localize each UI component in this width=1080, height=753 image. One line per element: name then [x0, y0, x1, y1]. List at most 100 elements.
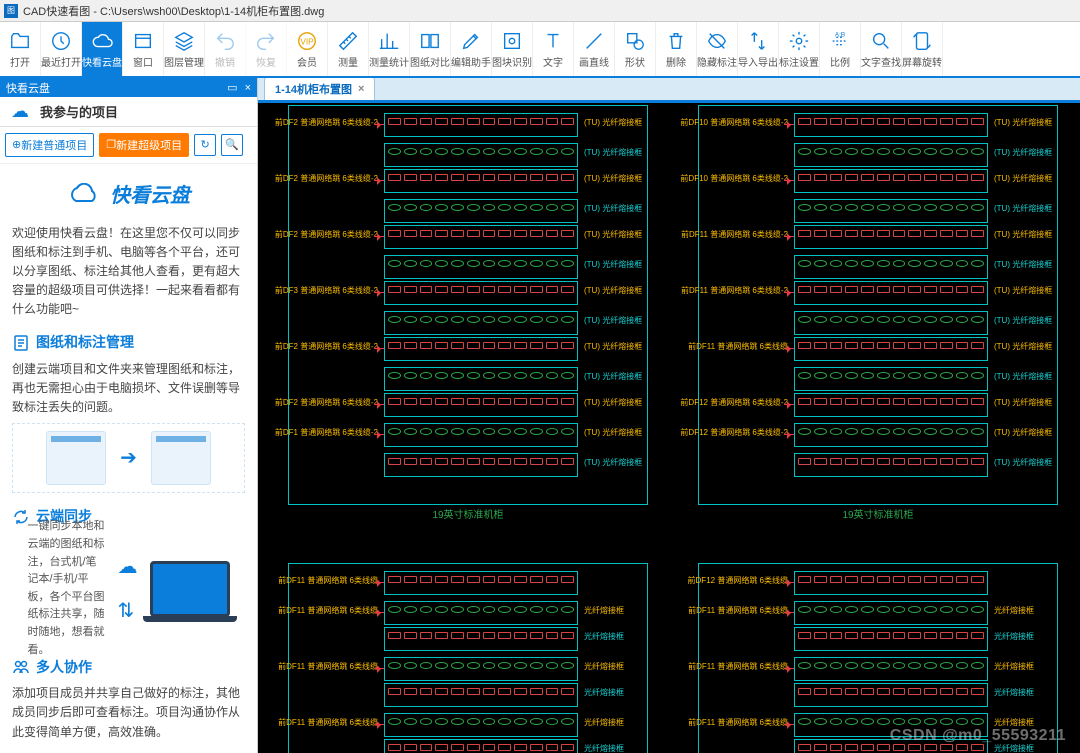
- unit-box: [794, 281, 988, 305]
- unit-box: [384, 423, 578, 447]
- toolbar-label: 画直线: [579, 54, 609, 69]
- toolbar-label: 恢复: [256, 54, 276, 69]
- toolbar-measure[interactable]: 测量: [328, 22, 369, 76]
- unit-box: [794, 225, 988, 249]
- edit-helper-icon: [460, 30, 482, 52]
- toolbar-vip[interactable]: VIP会员: [287, 22, 328, 76]
- illus-card: [151, 431, 211, 485]
- search-button[interactable]: 🔍: [221, 134, 243, 156]
- toolbar-text-search[interactable]: 文字查找: [861, 22, 902, 76]
- rack-unit: 前DF11 普通网络跳 6类线缆-2(TU) 光纤熔接框: [794, 281, 988, 305]
- refresh-button[interactable]: ↻: [194, 134, 216, 156]
- toolbar-open[interactable]: 打开: [0, 22, 41, 76]
- new-normal-project-button[interactable]: ⊕ 新建普通项目: [5, 133, 94, 157]
- unit-box: [794, 199, 988, 223]
- toolbar-ocr[interactable]: 图块识别: [492, 22, 533, 76]
- toolbar-label: 窗口: [133, 54, 153, 69]
- rack-unit: 前DF2 普通网络跳 6类线缆-2(TU) 光纤熔接框: [384, 113, 578, 137]
- compare-icon: [419, 30, 441, 52]
- rack-unit: 光纤熔接框: [384, 683, 578, 707]
- unit-box: [794, 337, 988, 361]
- arrow-icon: [784, 724, 794, 725]
- arrow-icon: [374, 724, 384, 725]
- hero-title: 快看云盘: [110, 185, 190, 207]
- ports-row: [798, 688, 984, 695]
- sidebar-pin-icon[interactable]: ▭: [227, 82, 237, 94]
- unit-box: [384, 337, 578, 361]
- ports-row: [388, 174, 574, 181]
- toolbar-label: 屏幕旋转: [902, 54, 942, 69]
- ports-row: [388, 428, 574, 435]
- arrow-icon: [374, 434, 384, 435]
- toolbar-compare[interactable]: 图纸对比: [410, 22, 451, 76]
- toolbar-shape[interactable]: 形状: [615, 22, 656, 76]
- toolbar-screen-rotate[interactable]: 屏幕旋转: [902, 22, 943, 76]
- screen-rotate-icon: [911, 30, 933, 52]
- rack-group: 前DF2 普通网络跳 6类线缆-2(TU) 光纤熔接框(TU) 光纤熔接框前DF…: [288, 105, 648, 505]
- unit-right-label: 光纤熔接框: [994, 661, 1034, 672]
- text-search-icon: [870, 30, 892, 52]
- arrow-icon: [784, 582, 794, 583]
- toolbar-mark-setting[interactable]: 标注设置: [779, 22, 820, 76]
- toolbar-window[interactable]: 窗口: [123, 22, 164, 76]
- drawing-canvas[interactable]: 1-14机柜布置图 × 前DF2 普通网络跳 6类线缆-2(TU) 光纤熔接框 (…: [258, 78, 1080, 753]
- toolbar-hide-mark[interactable]: 隐藏标注: [697, 22, 738, 76]
- toolbar-undo[interactable]: 撤销: [205, 22, 246, 76]
- unit-box: [384, 169, 578, 193]
- cad-drawing[interactable]: 前DF2 普通网络跳 6类线缆-2(TU) 光纤熔接框(TU) 光纤熔接框前DF…: [258, 103, 1080, 753]
- rack-unit: (TU) 光纤熔接框: [384, 143, 578, 167]
- project-tabs: ☁ 我参与的项目: [0, 97, 257, 127]
- unit-right-label: (TU) 光纤熔接框: [994, 117, 1052, 128]
- ports-row: [388, 662, 574, 669]
- toolbar-cloud[interactable]: 快看云盘: [82, 22, 123, 76]
- unit-box: [794, 657, 988, 681]
- new-super-project-button[interactable]: ❐ 新建超级项目: [99, 133, 189, 157]
- ports-row: [388, 316, 574, 323]
- ports-row: [798, 230, 984, 237]
- toolbar-delete[interactable]: 删除: [656, 22, 697, 76]
- rack-unit: (TU) 光纤熔接框: [384, 311, 578, 335]
- rack-unit: (TU) 光纤熔接框: [384, 367, 578, 391]
- toolbar-scale[interactable]: A:B比例: [820, 22, 861, 76]
- toolbar-label: 隐藏标注: [697, 54, 737, 69]
- toolbar-line[interactable]: 画直线: [574, 22, 615, 76]
- ports-row: [798, 398, 984, 405]
- ports-row: [798, 204, 984, 211]
- section2-illustration: 一键同步本地和云端的图纸和标注，台式机/笔记本/手机/平板，各个平台图纸标注共享…: [12, 534, 245, 644]
- ports-row: [388, 230, 574, 237]
- unit-right-label: 光纤熔接框: [994, 605, 1034, 616]
- shape-icon: [624, 30, 646, 52]
- toolbar-label: 撤销: [215, 54, 235, 69]
- sidebar: 快看云盘 ▭ × ☁ 我参与的项目 ⊕ 新建普通项目 ❐ 新建超级项目 ↻ 🔍 …: [0, 78, 258, 753]
- unit-box: [794, 627, 988, 651]
- close-tab-icon[interactable]: ×: [358, 83, 364, 95]
- project-tab-mine[interactable]: 我参与的项目: [40, 102, 257, 121]
- arrow-icon: [374, 236, 384, 237]
- toolbar-measure-stat[interactable]: 测量统计: [369, 22, 410, 76]
- toolbar-recent[interactable]: 最近打开: [41, 22, 82, 76]
- toolbar-redo[interactable]: 恢复: [246, 22, 287, 76]
- unit-right-label: (TU) 光纤熔接框: [994, 173, 1052, 184]
- intro-text: 欢迎使用快看云盘！在这里您不仅可以同步图纸和标注到手机、电脑等各个平台，还可以分…: [12, 224, 245, 320]
- arrow-icon: [784, 434, 794, 435]
- toolbar-text[interactable]: 文字: [533, 22, 574, 76]
- toolbar-import-export[interactable]: 导入导出: [738, 22, 779, 76]
- unit-right-label: (TU) 光纤熔接框: [584, 173, 642, 184]
- file-tab-label: 1-14机柜布置图: [275, 81, 352, 97]
- toolbar-edit-helper[interactable]: 编辑助手: [451, 22, 492, 76]
- rack-unit: 前DF3 普通网络跳 6类线缆-2(TU) 光纤熔接框: [384, 281, 578, 305]
- toolbar-layer[interactable]: 图层管理: [164, 22, 205, 76]
- sidebar-close-icon[interactable]: ×: [245, 82, 251, 94]
- unit-right-label: (TU) 光纤熔接框: [994, 315, 1052, 326]
- text-icon: [542, 30, 564, 52]
- ports-row: [388, 458, 574, 465]
- unit-left-label: 前DF3 普通网络跳 6类线缆-2: [275, 285, 378, 296]
- rack-unit: 前DF11 普通网络跳 6类线缆光纤熔接框: [384, 601, 578, 625]
- file-tab[interactable]: 1-14机柜布置图 ×: [264, 78, 375, 100]
- unit-box: [794, 571, 988, 595]
- unit-box: [794, 367, 988, 391]
- ports-row: [798, 744, 984, 751]
- unit-box: [794, 601, 988, 625]
- unit-right-label: (TU) 光纤熔接框: [584, 117, 642, 128]
- ports-row: [388, 148, 574, 155]
